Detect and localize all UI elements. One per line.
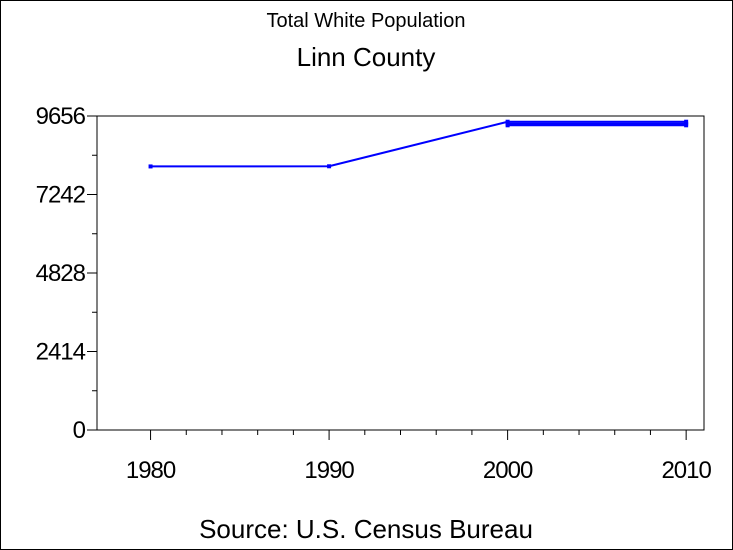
y-tick-label: 0 [73,417,86,444]
plot-area [96,115,705,431]
data-point [505,123,510,128]
x-tick-label: 1980 [126,457,176,484]
y-tick-label: 9656 [36,103,86,130]
y-tick-label: 4828 [36,260,86,287]
x-axis: 1980 1990 2000 2010 [126,430,712,484]
data-point [684,123,689,128]
data-point [327,164,332,169]
source-note: Source: U.S. Census Bureau [199,514,533,544]
x-tick-label: 2000 [483,457,533,484]
y-tick-label: 7242 [36,182,86,209]
chart-title: Linn County [297,42,436,72]
series-line [150,120,687,168]
x-tick-label: 2010 [661,457,711,484]
y-tick-label: 2414 [36,339,86,366]
x-tick-label: 1990 [304,457,354,484]
y-axis: 0 2414 4828 7242 9656 [36,103,97,444]
series-layer [148,119,689,169]
data-point [148,164,153,169]
chart-subtitle: Total White Population [266,10,465,32]
